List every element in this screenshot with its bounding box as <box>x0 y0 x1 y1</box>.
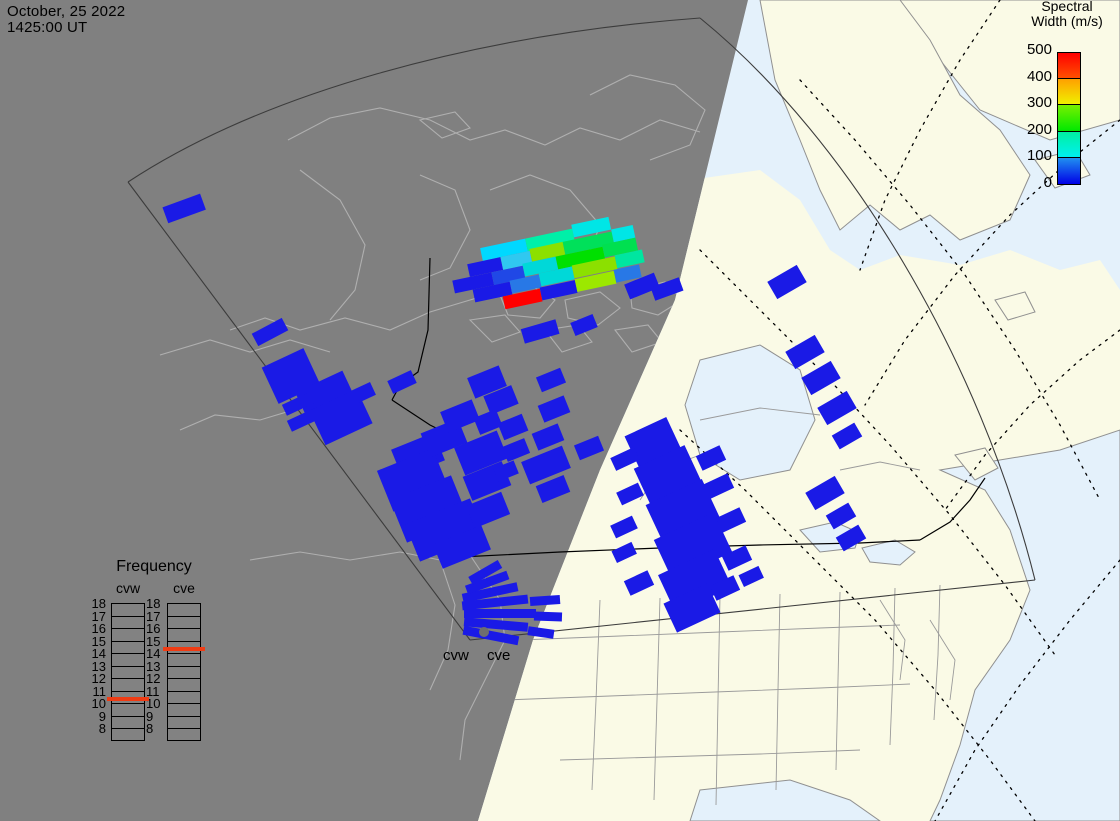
frequency-scale-tick: 14 <box>146 646 161 661</box>
frequency-cell <box>168 642 200 654</box>
frequency-marker-cvw <box>107 696 149 701</box>
frequency-scale-tick: 8 <box>146 721 154 736</box>
colorbar-segment <box>1058 53 1080 80</box>
frequency-marker-cve <box>163 646 205 651</box>
colorbar-tick: 300 <box>1026 94 1052 112</box>
frequency-column-label-cvw: cvw <box>115 580 141 596</box>
frequency-legend-title: Frequency <box>116 558 192 575</box>
site-label-cve: cve <box>487 647 511 664</box>
colorbar-ticks: 500 400 300 200 100 0 <box>1008 41 1052 204</box>
frequency-cell <box>112 729 144 742</box>
frequency-cell <box>112 717 144 729</box>
frequency-cell <box>168 617 200 629</box>
frequency-cell <box>168 729 200 742</box>
timestamp: October, 25 2022 1425:00 UT <box>7 4 125 36</box>
frequency-scale-tick: 10 <box>146 696 161 711</box>
frequency-column-label-cve: cve <box>173 580 195 596</box>
colorbar-tick: 0 <box>1043 173 1052 191</box>
timestamp-date: October, 25 2022 <box>7 3 126 20</box>
frequency-scale-tick: 18 <box>146 596 161 611</box>
frequency-scale-tick: 13 <box>146 658 161 674</box>
colorbar-title-line1: Spectral <box>1041 0 1093 14</box>
frequency-cell <box>112 692 144 704</box>
colorbar-segment <box>1058 157 1080 184</box>
colorbar-gradient <box>1057 52 1081 185</box>
colorbar-title-line2: Width (m/s) <box>1031 13 1103 29</box>
frequency-scale-tick: 14 <box>91 646 106 661</box>
colorbar-segment <box>1058 79 1080 106</box>
frequency-cell <box>168 692 200 704</box>
radar-fov-boundary <box>127 17 1036 641</box>
frequency-cell <box>168 629 200 642</box>
frequency-scale-tick: 11 <box>146 683 160 699</box>
frequency-scale-tick: 17 <box>146 608 161 624</box>
frequency-cell <box>112 667 144 679</box>
colorbar-tick: 400 <box>1026 67 1052 85</box>
frequency-bar-cve <box>167 603 201 741</box>
frequency-scale-tick: 9 <box>98 708 106 724</box>
frequency-scale-tick: 13 <box>91 658 106 674</box>
colorbar-title: Spectral Width (m/s) <box>1014 0 1120 29</box>
state-borders <box>504 407 956 806</box>
frequency-cell <box>112 629 144 642</box>
geomagnetic-grid <box>679 0 1120 821</box>
frequency-scale-left: 18 17 16 15 14 13 12 11 10 9 8 <box>86 596 107 736</box>
frequency-scale-tick: 16 <box>91 621 106 636</box>
frequency-cell <box>112 642 144 654</box>
site-label-cvw: cvw <box>443 647 469 664</box>
frequency-cell <box>168 667 200 679</box>
frequency-scale-tick: 18 <box>91 596 106 611</box>
frequency-scale-tick: 15 <box>146 633 161 649</box>
frequency-cell <box>112 679 144 692</box>
frequency-bar-cvw <box>111 603 145 741</box>
frequency-scale-tick: 11 <box>92 683 107 699</box>
frequency-cell <box>112 617 144 629</box>
frequency-scale-tick: 10 <box>91 696 106 711</box>
frequency-scale-tick: 8 <box>98 721 106 736</box>
frequency-cell <box>168 704 200 717</box>
frequency-cell <box>112 704 144 717</box>
timestamp-time: 1425:00 UT <box>7 19 88 36</box>
colorbar-tick: 500 <box>1026 41 1052 58</box>
colorbar-tick: 100 <box>1026 147 1052 165</box>
frequency-cell <box>112 654 144 667</box>
radar-station-dot <box>479 627 489 637</box>
frequency-scale-tick: 16 <box>146 621 161 636</box>
frequency-cell <box>168 654 200 667</box>
frequency-cell <box>168 604 200 617</box>
colorbar-segment <box>1058 105 1080 132</box>
frequency-scale-tick: 15 <box>91 633 106 649</box>
frequency-scale-tick: 12 <box>146 671 161 686</box>
colorbar-tick: 200 <box>1026 120 1052 138</box>
scatter-cells <box>162 193 867 646</box>
colorbar-segment <box>1058 131 1080 158</box>
spectral-width-colorbar: Spectral Width (m/s) 500 400 300 200 100… <box>1014 0 1120 200</box>
frequency-cell <box>112 604 144 617</box>
frequency-scale-tick: 17 <box>91 608 106 624</box>
frequency-scale-right: 18 17 16 15 14 13 12 11 10 9 8 <box>146 596 166 736</box>
frequency-cell <box>168 679 200 692</box>
frequency-scale-tick: 12 <box>91 671 106 686</box>
frequency-cell <box>168 717 200 729</box>
frequency-legend: Frequency cvw cve 18 17 16 15 14 13 12 11 10 9 8 1… <box>86 558 222 793</box>
frequency-scale-tick: 9 <box>146 708 154 724</box>
